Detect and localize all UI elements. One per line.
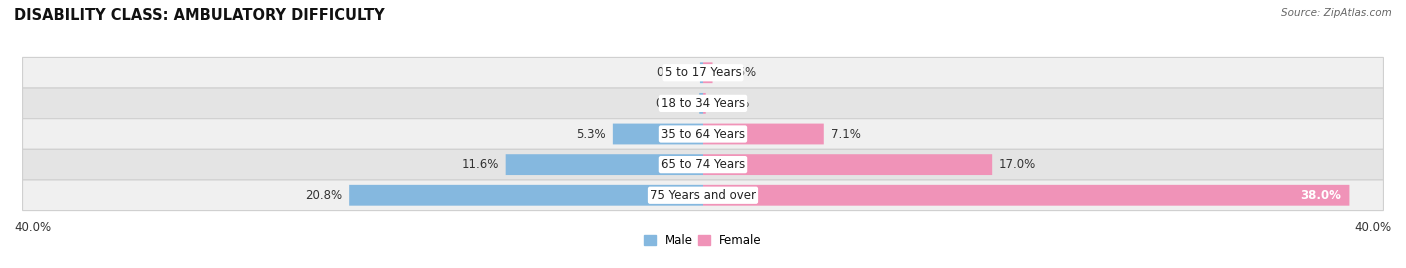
FancyBboxPatch shape: [703, 185, 1350, 206]
FancyBboxPatch shape: [22, 119, 1384, 149]
Text: 18 to 34 Years: 18 to 34 Years: [661, 97, 745, 110]
FancyBboxPatch shape: [703, 154, 993, 175]
FancyBboxPatch shape: [703, 124, 824, 144]
Text: 7.1%: 7.1%: [831, 128, 860, 140]
FancyBboxPatch shape: [22, 149, 1384, 180]
FancyBboxPatch shape: [22, 88, 1384, 119]
FancyBboxPatch shape: [22, 180, 1384, 211]
Text: 11.6%: 11.6%: [461, 158, 499, 171]
FancyBboxPatch shape: [703, 93, 706, 114]
FancyBboxPatch shape: [699, 93, 703, 114]
Text: 65 to 74 Years: 65 to 74 Years: [661, 158, 745, 171]
Text: 75 Years and over: 75 Years and over: [650, 189, 756, 202]
FancyBboxPatch shape: [349, 185, 703, 206]
Text: 35 to 64 Years: 35 to 64 Years: [661, 128, 745, 140]
Text: 0.18%: 0.18%: [657, 66, 693, 79]
Text: 40.0%: 40.0%: [1355, 221, 1392, 234]
Text: DISABILITY CLASS: AMBULATORY DIFFICULTY: DISABILITY CLASS: AMBULATORY DIFFICULTY: [14, 8, 385, 23]
Text: 0.16%: 0.16%: [713, 97, 749, 110]
FancyBboxPatch shape: [613, 124, 703, 144]
FancyBboxPatch shape: [700, 62, 703, 83]
Text: 17.0%: 17.0%: [1000, 158, 1036, 171]
Legend: Male, Female: Male, Female: [640, 229, 766, 252]
Text: 5 to 17 Years: 5 to 17 Years: [665, 66, 741, 79]
Text: 5.3%: 5.3%: [576, 128, 606, 140]
Text: 38.0%: 38.0%: [1301, 189, 1341, 202]
Text: 20.8%: 20.8%: [305, 189, 343, 202]
Text: 0.56%: 0.56%: [720, 66, 756, 79]
FancyBboxPatch shape: [506, 154, 703, 175]
FancyBboxPatch shape: [703, 62, 713, 83]
Text: 40.0%: 40.0%: [14, 221, 51, 234]
Text: 0.22%: 0.22%: [655, 97, 692, 110]
FancyBboxPatch shape: [22, 57, 1384, 88]
Text: Source: ZipAtlas.com: Source: ZipAtlas.com: [1281, 8, 1392, 18]
